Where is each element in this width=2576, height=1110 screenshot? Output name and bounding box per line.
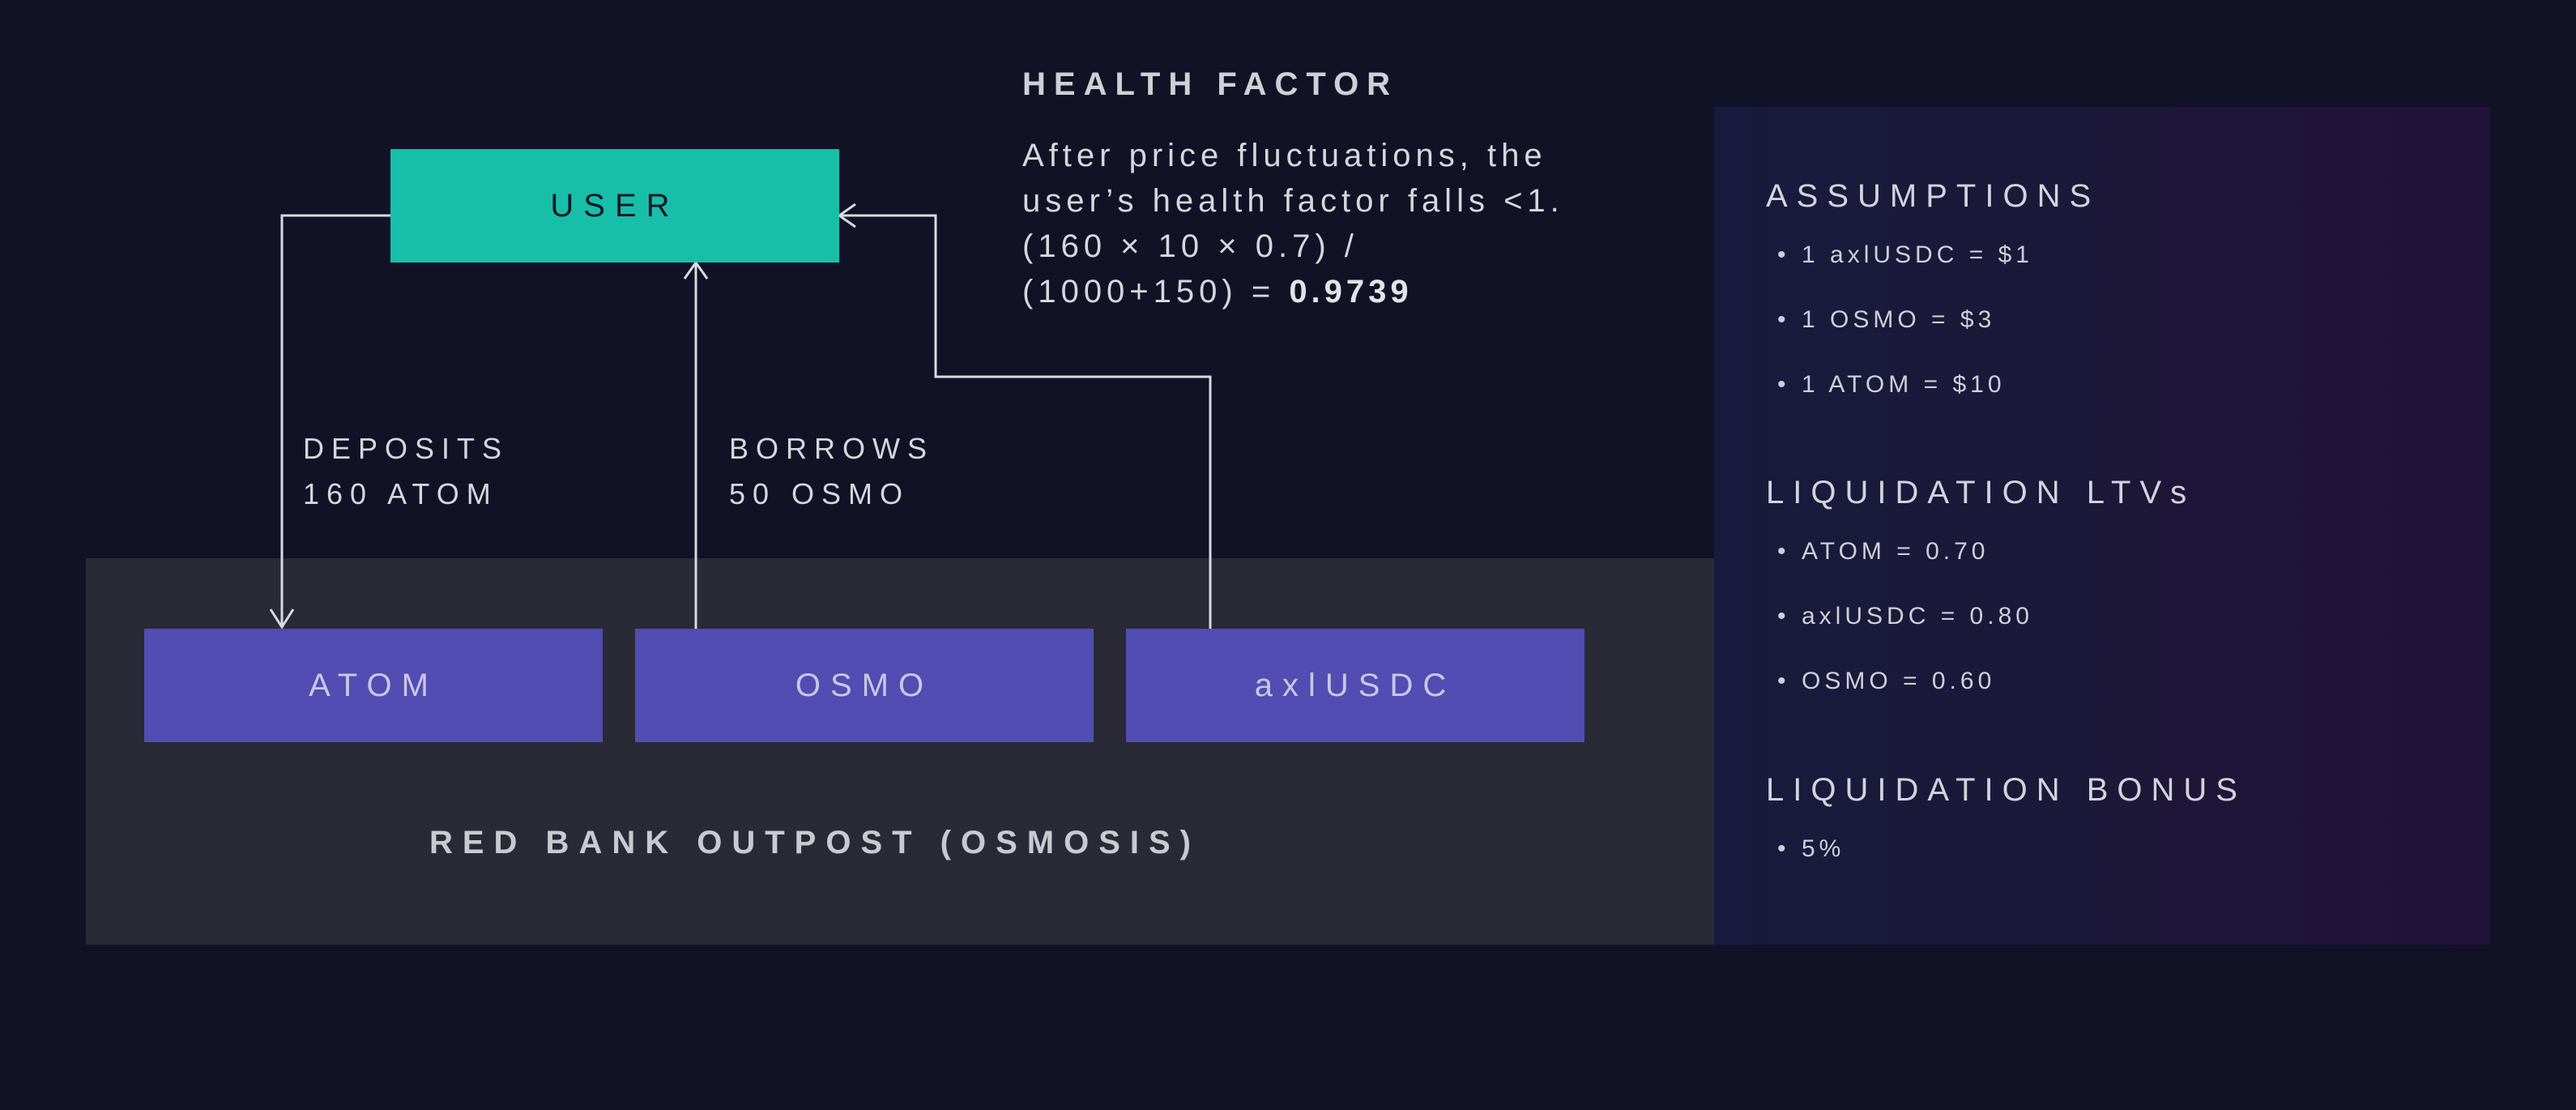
deposits-label: DEPOSITS 160 ATOM: [303, 426, 509, 517]
hf-line-3: (160 × 10 × 0.7) /: [1022, 224, 1687, 269]
deposits-title: DEPOSITS: [303, 426, 509, 472]
liquidation-ltvs-heading: LIQUIDATION LTVs: [1766, 475, 2195, 511]
outpost-title: RED BANK OUTPOST (OSMOSIS): [86, 825, 1544, 861]
borrows-title: BORROWS: [729, 426, 934, 472]
liquidation-bonus-section: LIQUIDATION BONUS • 5%: [1766, 772, 2246, 882]
asset-label-atom: ATOM: [309, 668, 438, 704]
asset-label-osmo: OSMO: [795, 668, 933, 704]
liquidation-ltvs-section: LIQUIDATION LTVs • ATOM = 0.70 • axlUSDC =…: [1766, 475, 2195, 714]
deposits-amount: 160 ATOM: [303, 472, 509, 517]
hf-formula-prefix: (1000+150) =: [1022, 274, 1289, 310]
list-item: • 1 axlUSDC = $1: [1766, 223, 2100, 288]
deposit-arrow-line: [282, 216, 390, 625]
liquidation-ltvs-list: • ATOM = 0.70 • axlUSDC = 0.80 • OSMO = 0.6…: [1766, 519, 2195, 714]
list-item: • 1 ATOM = $10: [1766, 352, 2100, 417]
health-factor-explanation: After price fluctuations, the user’s hea…: [1022, 133, 1687, 314]
health-factor-title: HEALTH FACTOR: [1022, 66, 1398, 103]
list-item: • 1 OSMO = $3: [1766, 288, 2100, 352]
user-label: USER: [550, 188, 679, 224]
list-item: • axlUSDC = 0.80: [1766, 584, 2195, 649]
assumptions-list: • 1 axlUSDC = $1 • 1 OSMO = $3 • 1 ATOM = $…: [1766, 223, 2100, 417]
list-item: • ATOM = 0.70: [1766, 519, 2195, 584]
asset-box-osmo: OSMO: [635, 629, 1094, 742]
asset-box-axlusdc: axlUSDC: [1126, 629, 1584, 742]
assumptions-heading: ASSUMPTIONS: [1766, 178, 2100, 215]
hf-result-value: 0.9739: [1289, 274, 1412, 310]
borrows-label: BORROWS 50 OSMO: [729, 426, 934, 517]
assumptions-section: ASSUMPTIONS • 1 axlUSDC = $1 • 1 OSMO = $3…: [1766, 178, 2100, 417]
asset-label-axlusdc: axlUSDC: [1255, 668, 1456, 704]
hf-line-2: user’s health factor falls <1.: [1022, 178, 1687, 224]
hf-line-1: After price fluctuations, the: [1022, 133, 1687, 178]
borrows-amount: 50 OSMO: [729, 472, 934, 517]
hf-line-4: (1000+150) = 0.9739: [1022, 269, 1687, 314]
list-item: • 5%: [1766, 817, 2246, 882]
liquidation-bonus-list: • 5%: [1766, 817, 2246, 882]
liquidation-bonus-heading: LIQUIDATION BONUS: [1766, 772, 2246, 809]
list-item: • OSMO = 0.60: [1766, 649, 2195, 714]
user-box: USER: [390, 149, 839, 263]
asset-box-atom: ATOM: [144, 629, 603, 742]
